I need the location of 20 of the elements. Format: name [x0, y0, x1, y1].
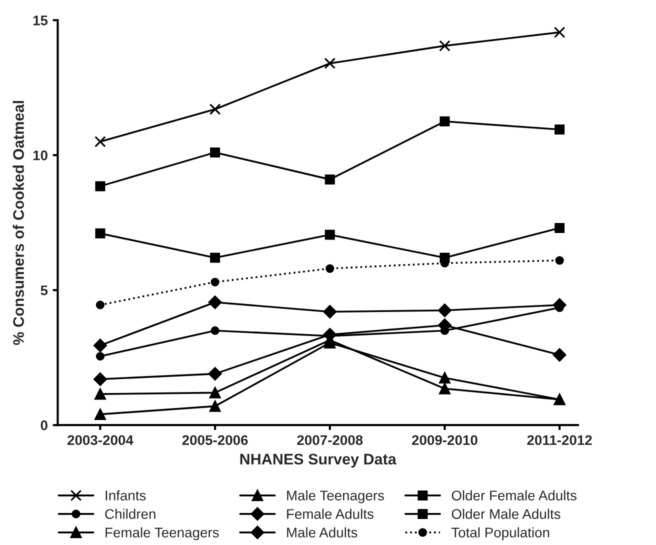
x-tick-label: 2007-2008 [297, 435, 363, 446]
legend-label: Female Adults [287, 508, 374, 519]
y-tick-label: 0 [40, 420, 48, 430]
legend-label: Total Population [451, 527, 550, 540]
x-tick-label: 2009-2010 [412, 435, 478, 446]
y-tick-label: 10 [33, 150, 48, 160]
legend-label: Male Teenagers [287, 490, 384, 504]
legend-label: Female Teenagers [106, 527, 219, 540]
legend-label: Children [105, 508, 156, 519]
y-tick-label: 15 [33, 16, 48, 26]
x-tick-label: 2005-2006 [182, 435, 248, 446]
x-axis-title: NHANES Survey Data [240, 454, 396, 468]
legend-label: Older Male Adults [452, 508, 560, 519]
legend-label: Infants [106, 490, 146, 500]
legend-label: Older Female Adults [452, 490, 576, 500]
y-tick-label: 5 [40, 286, 48, 296]
x-tick-label: 2003-2004 [67, 435, 134, 446]
legend-label: Male Adults [287, 527, 358, 538]
x-tick-label: 2011-2012 [527, 435, 592, 446]
y-axis-title: % Consumers of Cooked Oatmeal [12, 101, 24, 345]
